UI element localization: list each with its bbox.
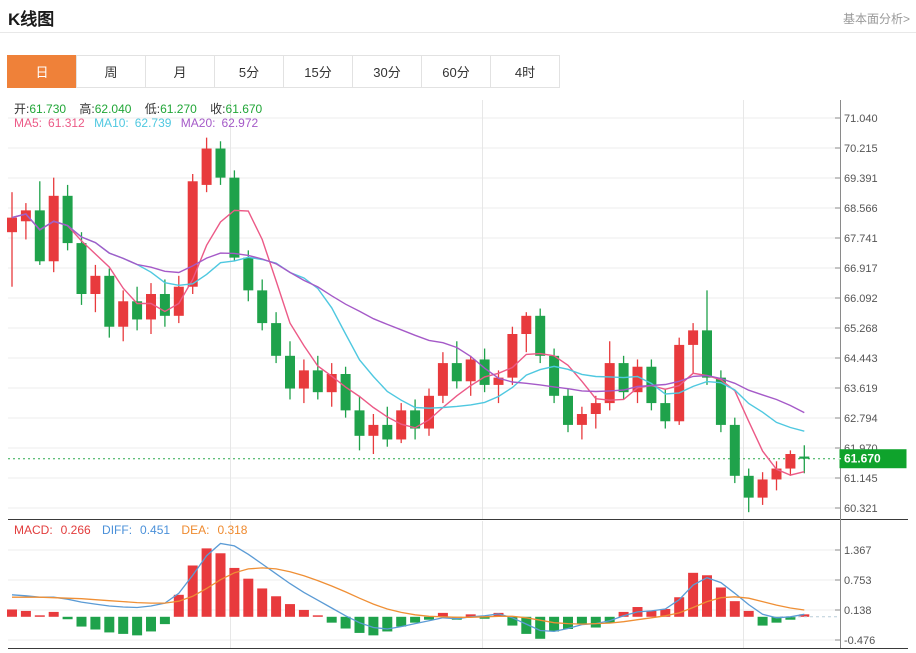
ma10-value: 62.739 [134,116,172,130]
tab-4hour[interactable]: 4时 [490,55,560,88]
diff-label: DIFF: [102,523,133,537]
macd-info-bar: MACD: 0.266 DIFF: 0.451 DEA: 0.318 [14,523,255,537]
diff-value: 0.451 [140,523,171,537]
svg-text:1.367: 1.367 [844,545,872,557]
svg-text:68.566: 68.566 [844,203,878,215]
svg-text:64.443: 64.443 [844,353,878,365]
svg-text:70.215: 70.215 [844,143,878,155]
tab-day[interactable]: 日 [7,55,77,88]
svg-text:66.917: 66.917 [844,263,878,275]
ma-info-bar: MA5: 61.312 MA10: 62.739 MA20: 62.972 [14,116,264,130]
svg-text:0.138: 0.138 [844,605,872,617]
macd-label: MACD: [14,523,53,537]
svg-text:60.321: 60.321 [844,503,878,515]
svg-text:0.753: 0.753 [844,575,872,587]
high-label: 高: [79,102,95,116]
header-divider [0,32,916,33]
high-value: 62.040 [94,102,132,116]
tab-15min[interactable]: 15分 [283,55,353,88]
tab-60min[interactable]: 60分 [421,55,491,88]
tab-week[interactable]: 周 [76,55,146,88]
dea-value: 0.318 [217,523,248,537]
close-value: 61.670 [225,102,263,116]
svg-text:61.670: 61.670 [844,452,881,466]
close-label: 收: [210,102,226,116]
low-label: 低: [144,102,161,116]
ma20-value: 62.972 [221,116,259,130]
svg-text:62.794: 62.794 [844,413,878,425]
tab-month[interactable]: 月 [145,55,215,88]
fundamental-analysis-link[interactable]: 基本面分析> [842,12,910,26]
svg-text:67.741: 67.741 [844,233,878,245]
current-price-tag [839,449,907,469]
macd-value: 0.266 [60,523,91,537]
ma20-label: MA20: [180,116,216,130]
period-tab-bar: 日 周 月 5分 15分 30分 60分 4时 [7,55,560,88]
svg-text:63.619: 63.619 [844,383,878,395]
svg-text:69.391: 69.391 [844,173,878,185]
ma5-value: 61.312 [48,116,85,130]
tab-30min[interactable]: 30分 [352,55,422,88]
open-label: 开: [14,102,30,116]
low-value: 61.270 [160,102,197,116]
svg-text:-0.476: -0.476 [844,635,875,647]
ma5-label: MA5: [14,116,43,130]
page-title: K线图 [8,10,55,29]
tab-5min[interactable]: 5分 [214,55,284,88]
svg-text:61.145: 61.145 [844,473,878,485]
ohlc-info-bar: 开:61.730 高:62.040 低:61.270 收:61.670 [14,100,262,117]
svg-text:65.268: 65.268 [844,323,878,335]
open-value: 61.730 [29,102,67,116]
ma10-label: MA10: [94,116,129,130]
dea-label: DEA: [181,523,210,537]
svg-text:66.092: 66.092 [844,293,878,305]
svg-text:71.040: 71.040 [844,113,878,125]
